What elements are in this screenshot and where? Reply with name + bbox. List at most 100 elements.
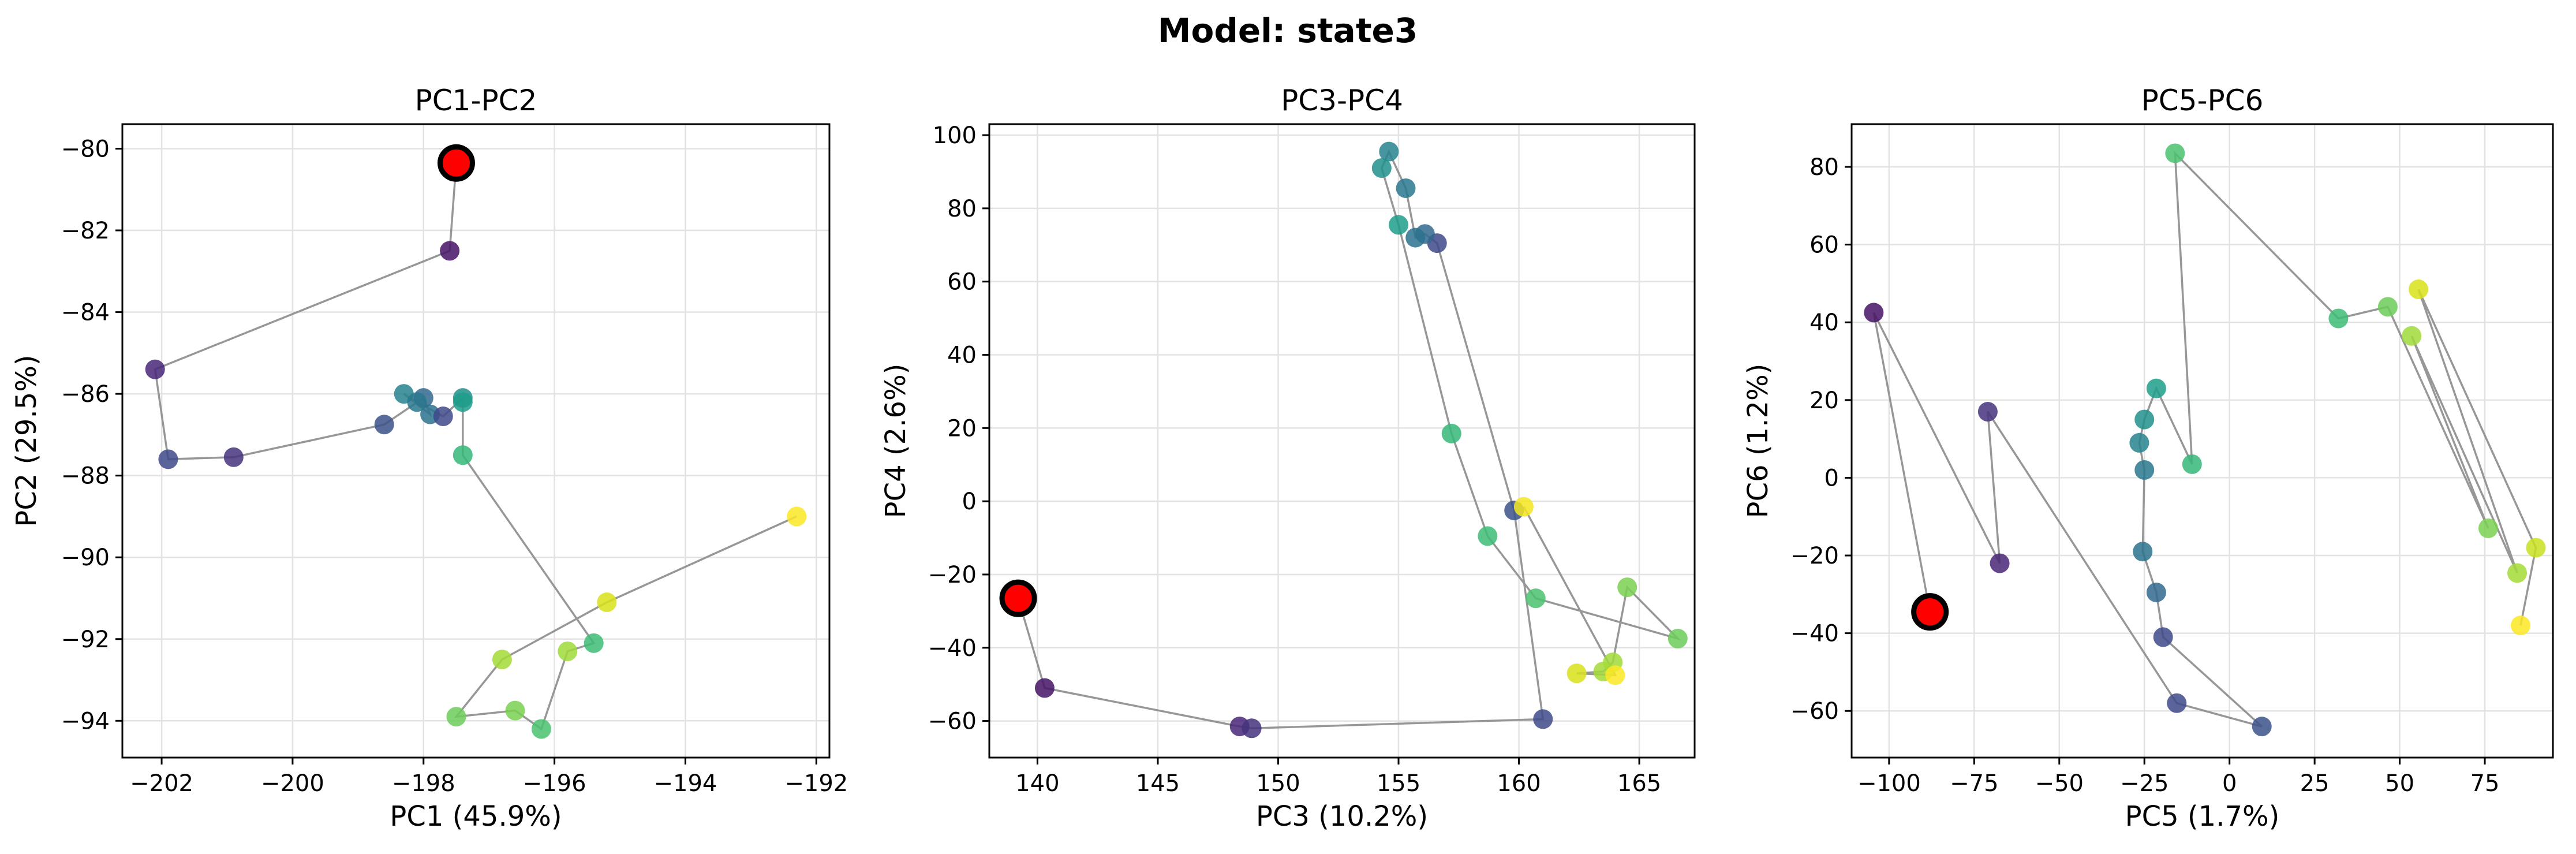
x-axis-label: PC1 (45.9%) xyxy=(390,800,562,833)
data-point xyxy=(1379,141,1399,162)
data-point xyxy=(223,447,244,467)
x-tick-label: 160 xyxy=(1497,770,1541,797)
data-point xyxy=(2377,297,2398,317)
data-point xyxy=(453,392,473,412)
data-point xyxy=(1513,497,1534,517)
x-tick-label: −50 xyxy=(2035,770,2084,797)
data-point xyxy=(1396,178,1416,198)
y-tick-label: 20 xyxy=(1809,387,1839,414)
trajectory-line xyxy=(1017,149,1681,730)
data-point xyxy=(1533,709,1553,729)
x-tick-label: −202 xyxy=(130,770,193,797)
y-tick-label: −82 xyxy=(61,218,110,244)
trajectory-line xyxy=(1872,150,2537,728)
x-tick-label: −196 xyxy=(523,770,586,797)
x-tick-label: −192 xyxy=(784,770,848,797)
data-point xyxy=(2134,460,2155,480)
data-point xyxy=(2146,582,2166,602)
data-point xyxy=(2165,143,2185,163)
data-point xyxy=(1526,588,1546,609)
x-tick-label: −75 xyxy=(1950,770,1998,797)
axes-frame xyxy=(988,123,1696,759)
y-tick-label: −40 xyxy=(928,635,977,662)
x-tick-label: 75 xyxy=(2470,770,2500,797)
data-point xyxy=(1441,423,1461,443)
x-tick-label: 155 xyxy=(1377,770,1420,797)
y-tick-label: 0 xyxy=(1824,465,1839,491)
x-tick-label: 165 xyxy=(1617,770,1661,797)
start-marker xyxy=(437,144,475,182)
y-tick-label: −60 xyxy=(928,708,977,735)
data-point xyxy=(2153,627,2173,647)
y-tick-label: −84 xyxy=(61,300,110,326)
data-point xyxy=(407,392,427,412)
data-point xyxy=(2409,279,2429,300)
data-point xyxy=(1034,678,1055,698)
data-point xyxy=(2510,616,2530,636)
y-tick-label: 0 xyxy=(962,488,977,515)
data-point xyxy=(505,700,525,721)
data-point xyxy=(2134,409,2155,430)
y-axis-label: PC4 (2.6%) xyxy=(880,364,912,519)
x-tick-label: 150 xyxy=(1256,770,1300,797)
data-point xyxy=(1617,577,1637,598)
start-marker xyxy=(1911,593,1949,631)
x-axis-label: PC3 (10.2%) xyxy=(1256,800,1428,833)
y-tick-label: −80 xyxy=(61,136,110,162)
data-point xyxy=(584,633,604,653)
panel-title: PC1-PC2 xyxy=(415,84,537,117)
data-point xyxy=(2167,693,2187,713)
axes-frame xyxy=(1850,123,2554,759)
x-tick-label: −200 xyxy=(261,770,324,797)
data-point xyxy=(145,359,165,379)
data-point xyxy=(531,719,551,739)
x-tick-label: −194 xyxy=(654,770,717,797)
x-tick-label: 50 xyxy=(2385,770,2414,797)
data-point xyxy=(787,506,807,527)
trajectory-line xyxy=(154,163,798,731)
data-point xyxy=(1242,718,1262,739)
y-tick-label: 60 xyxy=(947,269,977,296)
data-point xyxy=(1990,553,2010,573)
data-point xyxy=(1977,402,1998,422)
y-axis-label: PC6 (1.2%) xyxy=(1742,364,1774,519)
data-point xyxy=(492,650,512,670)
y-tick-label: 100 xyxy=(933,122,977,149)
x-tick-label: 140 xyxy=(1015,770,1059,797)
data-point xyxy=(2402,326,2422,346)
y-tick-label: −20 xyxy=(928,562,977,588)
data-point xyxy=(1864,303,1884,323)
data-point xyxy=(1389,215,1409,235)
data-point xyxy=(1405,228,1426,248)
panel-title: PC3-PC4 xyxy=(1281,84,1403,117)
x-tick-label: 145 xyxy=(1136,770,1180,797)
y-tick-label: 80 xyxy=(1809,154,1839,181)
y-tick-label: 40 xyxy=(1809,309,1839,336)
y-tick-label: −92 xyxy=(61,626,110,653)
data-point xyxy=(374,415,394,435)
y-tick-label: 20 xyxy=(947,415,977,442)
data-point xyxy=(158,449,178,469)
x-tick-label: −25 xyxy=(2120,770,2169,797)
panel-title: PC5-PC6 xyxy=(2141,84,2264,117)
y-tick-label: −40 xyxy=(1790,621,1839,647)
data-point xyxy=(1478,526,1498,546)
data-point xyxy=(2252,717,2272,737)
data-point xyxy=(2526,538,2546,558)
x-tick-label: −100 xyxy=(1857,770,1921,797)
x-axis-label: PC5 (1.7%) xyxy=(2125,800,2280,833)
x-tick-label: 0 xyxy=(2222,770,2237,797)
y-tick-label: 40 xyxy=(947,342,977,368)
data-point xyxy=(433,407,453,427)
y-tick-label: −94 xyxy=(61,708,110,734)
y-tick-label: −20 xyxy=(1790,543,1839,569)
y-tick-label: −60 xyxy=(1790,698,1839,725)
y-tick-label: −90 xyxy=(61,545,110,571)
x-tick-label: −198 xyxy=(392,770,455,797)
x-tick-label: 25 xyxy=(2300,770,2330,797)
y-tick-label: 80 xyxy=(947,196,977,222)
panel-pc3-pc4: 140 145 150 155 160 165 −60 −40 −20 0 20 40 60 80 100 P… xyxy=(880,84,1696,833)
data-point xyxy=(2328,308,2349,329)
y-tick-label: −88 xyxy=(61,463,110,490)
